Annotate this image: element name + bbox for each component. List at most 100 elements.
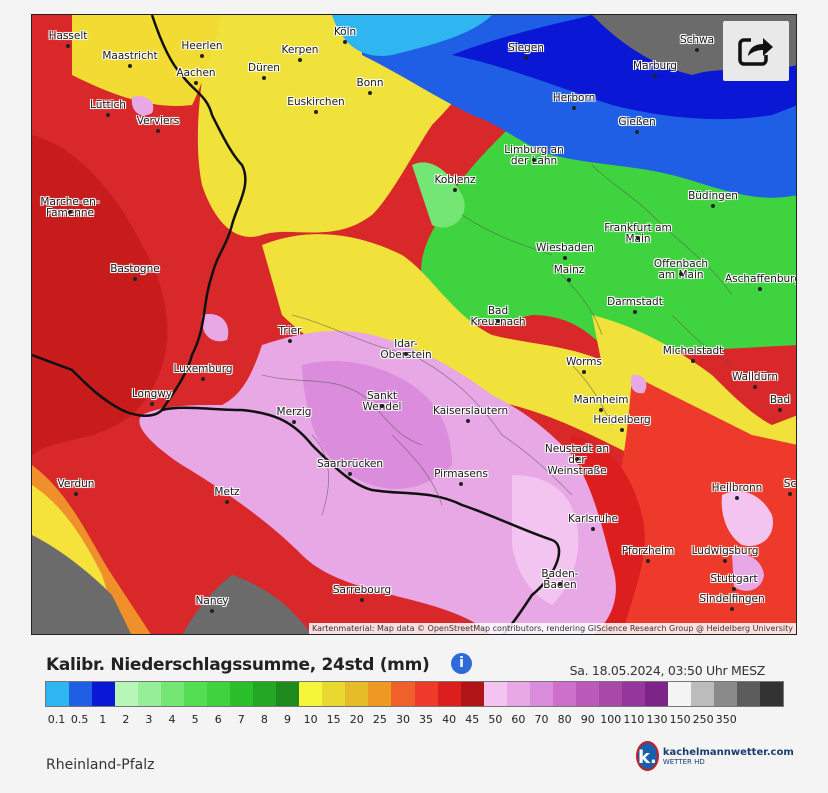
legend-swatch bbox=[46, 682, 70, 706]
city-marker bbox=[314, 110, 318, 114]
city-marker bbox=[599, 408, 603, 412]
city-label: Heilbronn bbox=[711, 482, 763, 494]
legend-label: 100 bbox=[600, 713, 622, 726]
legend-label: 45 bbox=[465, 713, 480, 726]
city-label: Michelstadt bbox=[662, 345, 724, 357]
legend-swatch bbox=[345, 682, 369, 706]
city-label: Trier bbox=[278, 325, 302, 337]
legend-label: 5 bbox=[191, 713, 199, 726]
city-label: Luxemburg bbox=[173, 363, 233, 375]
legend-swatch bbox=[207, 682, 231, 706]
city-label: Verdun bbox=[57, 478, 95, 490]
city-label: Nancy bbox=[195, 595, 229, 607]
city-label: Baden-Baden bbox=[541, 568, 579, 591]
legend-swatch bbox=[437, 682, 461, 706]
legend-swatch bbox=[759, 682, 783, 706]
city-label: Sindelfingen bbox=[699, 593, 765, 605]
city-marker bbox=[292, 420, 296, 424]
legend-swatch bbox=[483, 682, 507, 706]
city-label: Wiesbaden bbox=[536, 242, 594, 254]
city-marker bbox=[133, 277, 137, 281]
city-marker bbox=[288, 339, 292, 343]
city-label: Walldürn bbox=[731, 371, 779, 383]
legend-swatch bbox=[460, 682, 484, 706]
city-label: Heidelberg bbox=[593, 414, 651, 426]
city-marker bbox=[348, 472, 352, 476]
legend-label: 7 bbox=[237, 713, 245, 726]
city-marker bbox=[646, 559, 650, 563]
legend-swatch bbox=[736, 682, 760, 706]
city-label: Aachen bbox=[176, 67, 216, 79]
city-marker bbox=[778, 408, 782, 412]
share-button[interactable] bbox=[723, 21, 789, 81]
legend-swatch bbox=[184, 682, 208, 706]
legend-swatch bbox=[322, 682, 346, 706]
city-label: Gießen bbox=[618, 116, 656, 128]
city-marker bbox=[730, 607, 734, 611]
city-label: Aschaffenburg bbox=[725, 273, 797, 285]
legend-label: 250 bbox=[692, 713, 714, 726]
city-label: Bastogne bbox=[110, 263, 160, 275]
legend-label: 3 bbox=[145, 713, 153, 726]
legend-label: 110 bbox=[623, 713, 645, 726]
city-marker bbox=[74, 492, 78, 496]
city-marker bbox=[466, 419, 470, 423]
legend-swatch bbox=[69, 682, 93, 706]
city-marker bbox=[496, 319, 500, 323]
city-label: Düren bbox=[248, 62, 280, 74]
legend-label: 90 bbox=[580, 713, 595, 726]
city-marker bbox=[368, 91, 372, 95]
city-label: Kaiserslautern bbox=[433, 405, 509, 417]
legend-label: 35 bbox=[419, 713, 434, 726]
city-label: Sarrebourg bbox=[332, 584, 392, 596]
legend-swatch bbox=[644, 682, 668, 706]
map-title: Kalibr. Niederschlagssumme, 24std (mm) bbox=[46, 655, 430, 675]
city-label: Heerlen bbox=[181, 40, 223, 52]
city-label: Stuttgart bbox=[710, 573, 758, 585]
legend-label: 10 bbox=[303, 713, 318, 726]
legend-swatch bbox=[621, 682, 645, 706]
precipitation-layer bbox=[32, 15, 796, 634]
city-label: Kerpen bbox=[281, 44, 319, 56]
legend-label: 0.5 bbox=[70, 713, 89, 726]
legend-label: 0.1 bbox=[47, 713, 66, 726]
city-label: Sankt Wendel bbox=[363, 390, 402, 413]
legend-swatch bbox=[598, 682, 622, 706]
legend-label: 60 bbox=[511, 713, 526, 726]
city-label: Frankfurt am Main bbox=[604, 222, 672, 245]
city-label: Marburg bbox=[633, 60, 677, 72]
city-marker bbox=[201, 377, 205, 381]
city-label: Köln bbox=[333, 26, 357, 38]
city-marker bbox=[572, 106, 576, 110]
precipitation-map[interactable]: Hasselt Maastricht Heerlen Köln Siegen Schwa K… bbox=[31, 14, 797, 635]
city-marker bbox=[524, 56, 528, 60]
city-marker bbox=[567, 278, 571, 282]
legend-label: 350 bbox=[715, 713, 737, 726]
city-marker bbox=[380, 404, 384, 408]
city-marker bbox=[106, 113, 110, 117]
legend-swatch bbox=[414, 682, 438, 706]
city-label: Karlsruhe bbox=[568, 513, 618, 525]
city-label: Hasselt bbox=[48, 30, 88, 42]
legend-swatch bbox=[161, 682, 185, 706]
city-marker bbox=[633, 310, 637, 314]
region-label: Rheinland-Pfalz bbox=[46, 757, 155, 773]
legend-label: 130 bbox=[646, 713, 668, 726]
city-label: Mainz bbox=[553, 264, 585, 276]
city-marker bbox=[723, 559, 727, 563]
city-marker bbox=[691, 359, 695, 363]
brand-logo[interactable]: k. kachelmannwetter.com WETTER HD bbox=[636, 739, 794, 773]
city-marker bbox=[695, 48, 699, 52]
info-icon[interactable]: i bbox=[451, 653, 472, 674]
city-label: Ludwigsburg bbox=[691, 545, 759, 557]
city-label: Bad Kreuznach bbox=[470, 305, 525, 328]
map-attribution[interactable]: Kartenmaterial: Map data © OpenStreetMap… bbox=[308, 623, 796, 634]
city-marker bbox=[591, 527, 595, 531]
city-label: Lüttich bbox=[90, 99, 126, 111]
legend-label: 8 bbox=[260, 713, 268, 726]
city-label: Euskirchen bbox=[287, 96, 345, 108]
city-marker bbox=[620, 428, 624, 432]
legend-swatch bbox=[115, 682, 139, 706]
city-marker bbox=[225, 500, 229, 504]
city-marker bbox=[635, 130, 639, 134]
